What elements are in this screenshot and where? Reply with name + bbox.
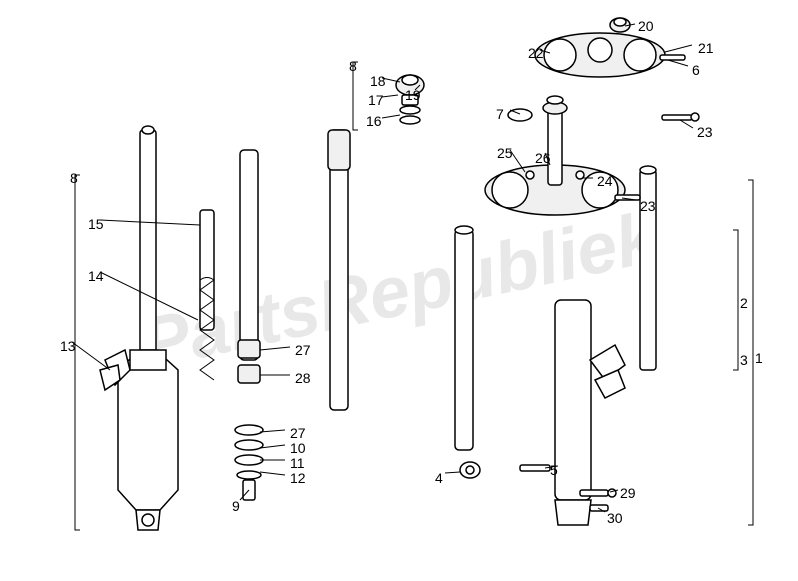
callout-11: 11 bbox=[290, 455, 305, 471]
center-tube-right bbox=[455, 226, 480, 478]
callout-2: 2 bbox=[740, 295, 748, 311]
callout-17: 17 bbox=[368, 92, 384, 108]
callout-10: 10 bbox=[290, 440, 306, 456]
callout-16: 16 bbox=[366, 113, 382, 129]
callout-12: 12 bbox=[290, 470, 306, 486]
callout-26: 26 bbox=[535, 150, 551, 166]
callout-27: 27 bbox=[295, 342, 311, 358]
callout-28: 28 bbox=[295, 370, 311, 386]
callout-5: 5 bbox=[550, 462, 558, 478]
callout-3: 3 bbox=[740, 352, 748, 368]
callout-8: 8 bbox=[70, 170, 78, 186]
right-fork bbox=[520, 166, 656, 525]
callout-21: 21 bbox=[698, 40, 714, 56]
callout-1: 1 bbox=[755, 350, 763, 366]
parts-diagram bbox=[0, 0, 798, 581]
left-fork-outer bbox=[100, 126, 178, 530]
callout-7: 7 bbox=[496, 106, 504, 122]
callout-20: 20 bbox=[638, 18, 654, 34]
callout-25: 25 bbox=[497, 145, 513, 161]
callout-6: 6 bbox=[692, 62, 700, 78]
damper-rod bbox=[235, 150, 263, 500]
callout-15: 15 bbox=[88, 216, 104, 232]
callout-9: 9 bbox=[232, 498, 240, 514]
spring-assembly bbox=[200, 210, 214, 380]
callout-8b: 8 bbox=[349, 58, 357, 74]
callout-18: 18 bbox=[370, 73, 386, 89]
callout-30: 30 bbox=[607, 510, 623, 526]
callout-4: 4 bbox=[435, 470, 443, 486]
callout-14: 14 bbox=[88, 268, 104, 284]
callout-13: 13 bbox=[60, 338, 76, 354]
callout-19: 19 bbox=[405, 87, 421, 103]
callout-24: 24 bbox=[597, 173, 613, 189]
callout-29: 29 bbox=[620, 485, 636, 501]
callout-22: 22 bbox=[528, 45, 544, 61]
callout-27b: 27 bbox=[290, 425, 306, 441]
callout-23b: 23 bbox=[640, 198, 656, 214]
callout-23: 23 bbox=[697, 124, 713, 140]
